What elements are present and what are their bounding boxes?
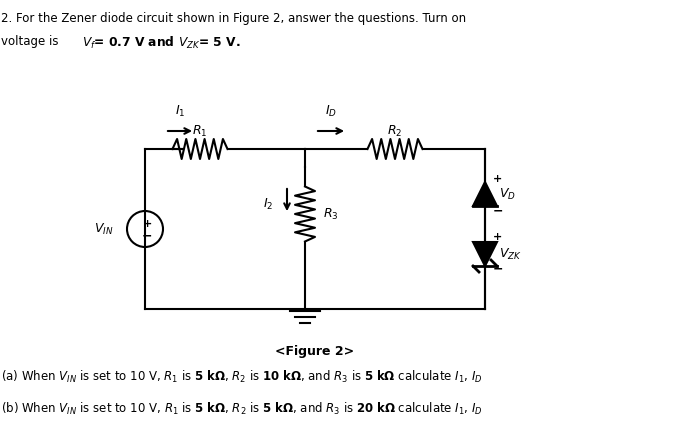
Polygon shape bbox=[473, 242, 497, 266]
Text: $R_3$: $R_3$ bbox=[323, 207, 339, 222]
Text: $I_D$: $I_D$ bbox=[325, 104, 337, 119]
Text: (b) When $V_{IN}$ is set to 10 V, $R_1$ is $\mathbf{5\ k\Omega}$, $R_2$ is $\mat: (b) When $V_{IN}$ is set to 10 V, $R_1$ … bbox=[1, 401, 483, 417]
Text: <Figure 2>: <Figure 2> bbox=[275, 345, 355, 358]
Text: +: + bbox=[142, 219, 152, 229]
Text: $V_{IN}$: $V_{IN}$ bbox=[94, 221, 113, 236]
Text: +: + bbox=[493, 232, 503, 242]
Text: −: − bbox=[141, 229, 153, 243]
Text: (a) When $V_{IN}$ is set to 10 V, $R_1$ is $\mathbf{5\ k\Omega}$, $R_2$ is $\mat: (a) When $V_{IN}$ is set to 10 V, $R_1$ … bbox=[1, 369, 482, 385]
Text: +: + bbox=[493, 174, 503, 184]
Text: $I_1$: $I_1$ bbox=[175, 104, 186, 119]
Text: voltage is: voltage is bbox=[1, 35, 62, 48]
Text: −: − bbox=[493, 204, 503, 218]
Text: $R_1$: $R_1$ bbox=[193, 124, 208, 139]
Text: $R_2$: $R_2$ bbox=[387, 124, 402, 139]
Text: $V_D$: $V_D$ bbox=[499, 186, 516, 202]
Text: $V_{ZK}$: $V_{ZK}$ bbox=[499, 246, 522, 261]
Text: $I_2$: $I_2$ bbox=[262, 196, 273, 211]
Polygon shape bbox=[473, 182, 497, 206]
Text: 2. For the Zener diode circuit shown in Figure 2, answer the questions. Turn on: 2. For the Zener diode circuit shown in … bbox=[1, 12, 466, 25]
Text: $V_f$= 0.7 V and $V_{ZK}$= 5 V.: $V_f$= 0.7 V and $V_{ZK}$= 5 V. bbox=[82, 35, 241, 51]
Text: −: − bbox=[493, 262, 503, 275]
